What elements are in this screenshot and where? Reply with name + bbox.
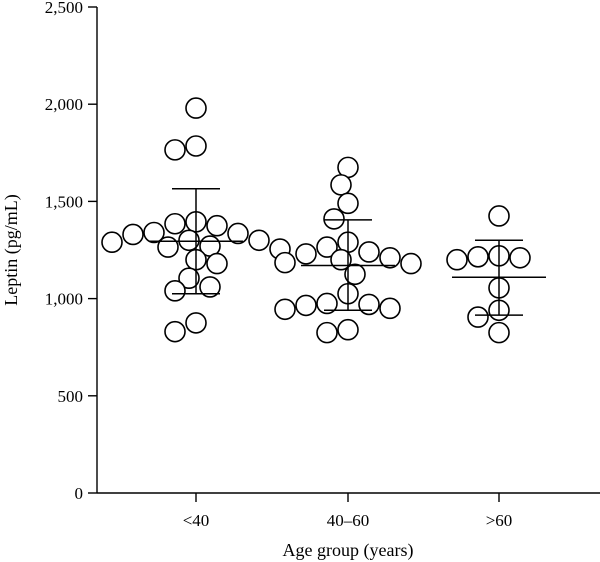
data-point (185, 312, 207, 334)
data-point (206, 252, 228, 275)
y-ticks: 0 500 1,000 1,500 2,000 2,500 (45, 0, 97, 503)
data-point (316, 236, 338, 258)
data-point (467, 246, 489, 268)
x-ticks: <40 40–60 >60 (183, 493, 513, 530)
data-point (316, 292, 338, 315)
y-tick-label: 500 (58, 387, 84, 406)
data-point (143, 221, 165, 244)
data-point (164, 320, 186, 343)
y-tick-label: 2,000 (45, 95, 83, 114)
data-point (178, 267, 200, 289)
data-point (206, 214, 228, 237)
data-point (101, 231, 123, 254)
data-point (199, 276, 221, 298)
data-point (379, 246, 401, 269)
data-point (509, 246, 531, 269)
x-axis-label: Age group (years) (283, 540, 414, 561)
data-point (323, 208, 345, 230)
data-point (185, 97, 207, 119)
x-tick-label: <40 (183, 511, 210, 530)
data-point (488, 321, 510, 344)
data-point (400, 252, 422, 275)
data-point (358, 293, 380, 316)
data-point (274, 251, 296, 274)
x-tick-label: 40–60 (327, 511, 370, 530)
data-point (178, 229, 200, 252)
data-point (248, 229, 270, 252)
data-point (164, 212, 186, 235)
data-point (379, 297, 401, 320)
data-point (227, 222, 249, 245)
data-point (164, 280, 186, 302)
data-point (164, 139, 186, 161)
data-point (295, 243, 317, 265)
y-axis-label: Leptin (pg/mL) (1, 194, 22, 305)
data-point (330, 174, 352, 196)
data-point (274, 298, 296, 321)
y-tick-label: 0 (75, 484, 84, 503)
y-tick-label: 1,000 (45, 290, 83, 309)
data-point (337, 318, 359, 341)
data-point (157, 236, 179, 258)
x-tick-label: >60 (486, 511, 513, 530)
mean-sd-markers (149, 188, 546, 316)
y-tick-label: 2,500 (45, 0, 83, 17)
data-point (316, 321, 338, 344)
data-points (101, 97, 531, 344)
data-point (446, 248, 468, 271)
data-point (122, 223, 144, 246)
data-point (295, 294, 317, 317)
y-tick-label: 1,500 (45, 192, 83, 211)
data-point (488, 205, 510, 227)
data-point (330, 248, 352, 271)
data-point (358, 241, 380, 263)
data-point (337, 192, 359, 215)
data-point (344, 263, 366, 286)
data-point (467, 306, 489, 328)
data-point (185, 135, 207, 157)
